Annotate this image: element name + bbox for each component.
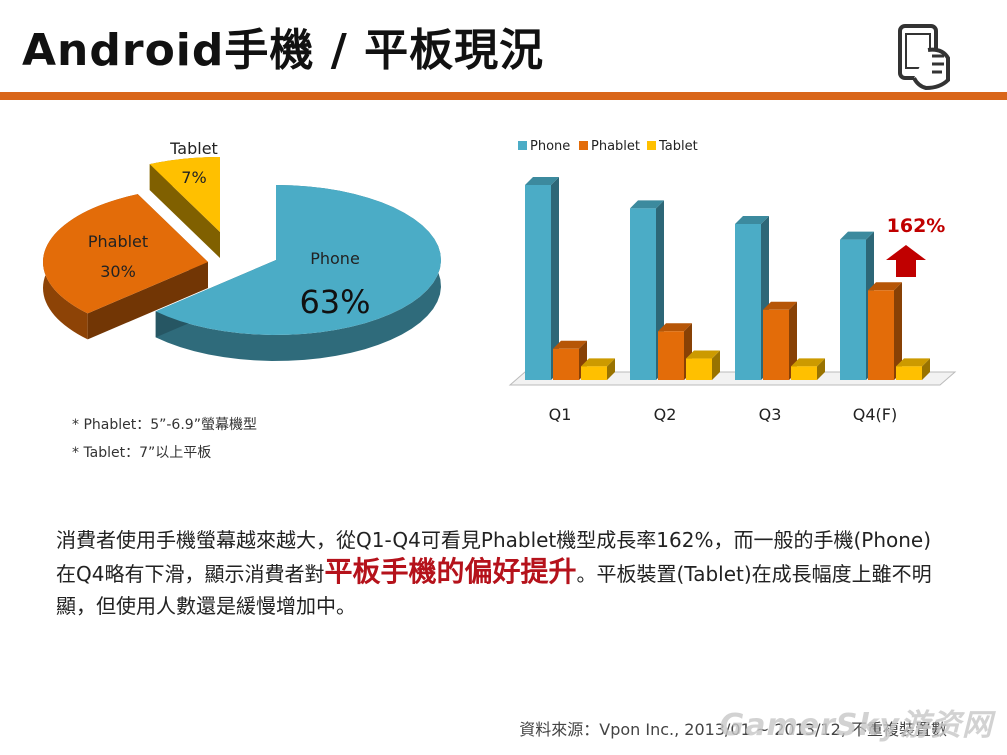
pie-label-phablet-name: Phablet bbox=[88, 232, 148, 251]
bar-phablet-q4f-top bbox=[868, 282, 902, 291]
bar-phone-q1-top bbox=[525, 177, 559, 185]
pie-label-phablet-value: 30% bbox=[100, 262, 136, 281]
pie-chart: Tablet 7% Phablet 30% Phone 63% bbox=[43, 139, 441, 361]
note-phablet: * Phablet：5”-6.9”螢幕機型 bbox=[72, 417, 257, 433]
bar-phone-q1-side bbox=[551, 177, 559, 380]
legend-swatch-phablet bbox=[579, 141, 588, 150]
bar-chart: Phone Phablet Tablet Q1 Q2 Q3 Q4(F) 162% bbox=[508, 139, 957, 424]
bar-tablet-q3-side bbox=[817, 358, 825, 380]
bar-phablet-q3 bbox=[763, 309, 789, 380]
bar-tablet-q2-side bbox=[712, 350, 720, 380]
pie-label-tablet-value: 7% bbox=[181, 168, 206, 187]
bar-tablet-q4f-top bbox=[896, 358, 930, 367]
bar-phablet-q2 bbox=[658, 331, 684, 380]
pie-slice-phablet-wall-0 bbox=[87, 262, 208, 340]
pie-slice-phone bbox=[155, 185, 441, 335]
bar-tablet-q1 bbox=[581, 366, 607, 380]
page-title: Android手機 / 平板現況 bbox=[22, 25, 545, 76]
pie-slice-tablet bbox=[149, 157, 220, 232]
watermark-logo: GamerSky游资网 bbox=[719, 708, 993, 743]
body-highlight: 平板手機的偏好提升 bbox=[324, 555, 577, 588]
pie-label-phone-name: Phone bbox=[310, 249, 360, 268]
bar-phablet-q1 bbox=[553, 348, 579, 380]
bar-tablet-q4f-side bbox=[922, 358, 930, 380]
legend-label-phablet: Phablet bbox=[591, 139, 640, 154]
x-tick-q1: Q1 bbox=[549, 405, 572, 424]
bar-phone-q3-top bbox=[735, 216, 769, 224]
bar-phablet-q3-side bbox=[789, 301, 797, 380]
legend-swatch-phone bbox=[518, 141, 527, 150]
pie-slice-phablet bbox=[43, 194, 208, 314]
legend-label-phone: Phone bbox=[530, 139, 570, 154]
bar-phablet-q3-top bbox=[763, 301, 797, 310]
bar-phone-q2-top bbox=[630, 200, 664, 209]
up-arrow-icon bbox=[886, 245, 926, 277]
note-tablet: * Tablet：7”以上平板 bbox=[72, 445, 212, 461]
body-text-part2: 。平板裝置(Tablet)在成長幅度上雖不明顯，但使用人數還是緩慢增加中。 bbox=[56, 562, 932, 618]
title-divider bbox=[0, 92, 1007, 100]
x-tick-q3: Q3 bbox=[759, 405, 782, 424]
bar-phone-q3 bbox=[735, 224, 761, 380]
bar-tablet-q3-top bbox=[791, 358, 825, 367]
bar-tablet-q4f bbox=[896, 366, 922, 380]
bar-tablet-q2 bbox=[686, 358, 712, 380]
bar-tablet-q3 bbox=[791, 366, 817, 380]
bar-phablet-q4f bbox=[868, 290, 894, 380]
legend-label-tablet: Tablet bbox=[658, 139, 698, 154]
bar-phone-q4f bbox=[840, 239, 866, 380]
x-tick-q2: Q2 bbox=[654, 405, 677, 424]
bar-phone-q4f-top bbox=[840, 231, 874, 240]
bar-tablet-q1-side bbox=[607, 358, 615, 380]
bar-phone-q2 bbox=[630, 208, 656, 380]
pie-slice-phone-side bbox=[155, 185, 441, 361]
body-paragraph: 消費者使用手機螢幕越來越大，從Q1-Q4可看見Phablet機型成長率162%，… bbox=[56, 524, 936, 622]
body-text-part1: 消費者使用手機螢幕越來越大，從Q1-Q4可看見Phablet機型成長率162%，… bbox=[56, 528, 932, 586]
pie-label-phone-value: 63% bbox=[299, 283, 370, 321]
bar-tablet-q1-top bbox=[581, 358, 615, 367]
bar-phone-q1 bbox=[525, 185, 551, 380]
hand-phone-icon bbox=[898, 24, 950, 90]
growth-annotation: 162% bbox=[887, 215, 946, 237]
pie-slice-tablet-wall-0 bbox=[149, 164, 220, 258]
bar-tablet-q2-top bbox=[686, 350, 720, 359]
x-tick-q4: Q4(F) bbox=[853, 405, 897, 424]
bar-phablet-q4f-side bbox=[894, 282, 902, 380]
pie-label-tablet-name: Tablet bbox=[169, 139, 218, 158]
legend-swatch-tablet bbox=[647, 141, 656, 150]
bar-phablet-q1-top bbox=[553, 340, 587, 349]
source-note: 資料來源：Vpon Inc., 2013/01 ~ 2013/12, 不重複裝置… bbox=[519, 720, 947, 739]
bar-phablet-q2-top bbox=[658, 323, 692, 332]
